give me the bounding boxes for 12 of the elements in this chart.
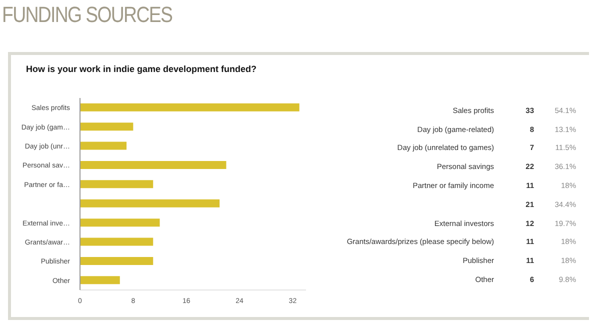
chart-subtitle: How is your work in indie game development funded?	[26, 64, 257, 74]
bar	[80, 142, 127, 150]
chart-title: FUNDING SOURCES	[2, 2, 172, 28]
bar	[80, 122, 134, 131]
bar	[80, 276, 120, 284]
bar	[80, 218, 160, 227]
bar	[80, 238, 154, 246]
bar	[80, 180, 154, 188]
bar	[80, 160, 226, 169]
bar	[80, 256, 154, 265]
bar	[80, 199, 220, 208]
bar	[80, 103, 300, 112]
